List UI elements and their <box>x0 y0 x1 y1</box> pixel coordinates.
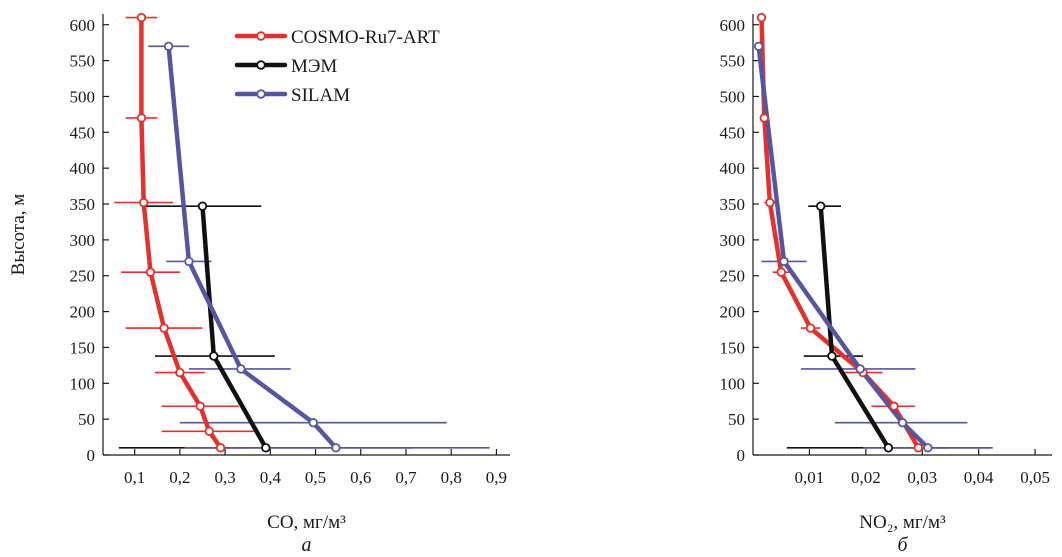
data-point-silam-1-0 <box>923 443 933 453</box>
panel-label-0: а <box>302 534 312 556</box>
data-point-mem-0-2 <box>197 201 208 211</box>
x-tick-label: 0,03 <box>907 468 937 487</box>
y-tick-label: 350 <box>720 195 746 214</box>
x-tick-label: 0,2 <box>169 468 190 487</box>
legend-marker-cosmo <box>256 31 266 41</box>
legend-label-cosmo: COSMO-Ru7-ART <box>291 27 440 48</box>
data-point-cosmo-0-3 <box>175 367 185 378</box>
y-tick-label: 450 <box>70 123 96 142</box>
data-point-mem-0-0 <box>261 443 271 453</box>
legend-marker-mem <box>256 60 266 70</box>
y-tick-label: 550 <box>70 52 96 71</box>
y-axis-title-0: Высота, м <box>8 194 29 276</box>
data-point-cosmo-1-7 <box>756 12 767 23</box>
y-tick-label: 0 <box>737 446 746 465</box>
y-tick-label: 450 <box>720 123 746 142</box>
x-tick-label: 0,01 <box>795 468 825 487</box>
x-tick-label: 0,05 <box>1020 468 1050 487</box>
data-point-silam-1-2 <box>855 364 865 374</box>
data-point-silam-0-0 <box>331 443 341 453</box>
data-point-silam-1-1 <box>897 418 908 428</box>
y-tick-label: 100 <box>70 374 96 393</box>
data-point-cosmo-0-1 <box>204 426 214 437</box>
y-tick-label: 50 <box>728 410 745 429</box>
x-tick-label: 0,9 <box>486 468 507 487</box>
x-tick-label: 0,5 <box>305 468 326 487</box>
legend-label-silam: SILAM <box>291 85 350 106</box>
series-line-mem-0 <box>200 203 269 451</box>
y-tick-label: 250 <box>70 267 96 286</box>
x-tick-label: 0,02 <box>851 468 881 487</box>
data-point-cosmo-0-2 <box>195 401 205 411</box>
y-tick-label: 350 <box>70 195 96 214</box>
series-line-cosmo-1 <box>759 15 921 451</box>
data-point-cosmo-0-6 <box>138 197 149 208</box>
data-point-mem-1-0 <box>883 443 894 453</box>
data-point-cosmo-0-0 <box>215 443 226 453</box>
y-tick-label: 150 <box>720 338 746 357</box>
x-axis-title-0: CO, мг/м³ <box>267 512 346 533</box>
y-tick-label: 550 <box>720 52 746 71</box>
y-tick-label: 400 <box>70 159 96 178</box>
data-point-silam-1-3 <box>779 256 789 267</box>
y-tick-label: 400 <box>720 159 746 178</box>
data-point-cosmo-0-5 <box>145 267 156 277</box>
y-tick-label: 100 <box>720 374 746 393</box>
x-tick-label: 0,6 <box>350 468 371 487</box>
y-tick-label: 250 <box>720 267 746 286</box>
series-line-cosmo-0 <box>139 15 223 451</box>
y-tick-label: 200 <box>720 303 746 322</box>
y-tick-label: 0 <box>87 446 96 465</box>
y-tick-label: 150 <box>70 338 96 357</box>
x-axis-title-1: NO₂, мг/м³ <box>859 512 946 533</box>
data-point-cosmo-0-4 <box>159 323 169 333</box>
data-point-silam-0-4 <box>163 41 174 51</box>
y-tick-label: 600 <box>70 16 96 35</box>
y-tick-label: 50 <box>78 410 95 429</box>
data-point-mem-1-2 <box>815 201 826 211</box>
data-point-silam-0-3 <box>184 256 194 267</box>
data-point-cosmo-0-8 <box>136 12 147 23</box>
data-point-silam-1-4 <box>753 41 764 51</box>
series-line-silam-0 <box>166 44 339 451</box>
y-tick-label: 500 <box>720 87 746 106</box>
data-point-mem-0-1 <box>209 351 219 361</box>
y-tick-label: 200 <box>70 303 96 322</box>
x-tick-label: 0,7 <box>395 468 417 487</box>
data-point-silam-0-1 <box>308 418 318 428</box>
data-point-cosmo-1-4 <box>776 267 786 277</box>
data-point-cosmo-1-3 <box>805 323 816 333</box>
x-tick-label: 0,3 <box>214 468 235 487</box>
series-line-silam-1 <box>756 44 931 451</box>
y-tick-label: 500 <box>70 87 96 106</box>
x-tick-label: 0,04 <box>964 468 994 487</box>
data-point-cosmo-1-1 <box>889 401 899 411</box>
x-tick-label: 0,8 <box>441 468 462 487</box>
y-tick-label: 300 <box>720 231 746 250</box>
data-point-cosmo-0-7 <box>136 113 147 123</box>
data-point-cosmo-1-6 <box>759 113 769 123</box>
data-point-silam-0-2 <box>236 364 246 374</box>
panel-label-1: б <box>897 534 908 556</box>
legend-marker-silam <box>256 89 266 99</box>
legend-label-mem: МЭМ <box>291 56 337 77</box>
y-tick-label: 600 <box>720 16 746 35</box>
data-point-mem-1-1 <box>827 351 837 361</box>
data-point-cosmo-1-0 <box>913 443 923 453</box>
y-tick-label: 300 <box>70 231 96 250</box>
data-point-cosmo-1-5 <box>765 197 775 208</box>
x-tick-label: 0,1 <box>124 468 145 487</box>
x-tick-label: 0,4 <box>260 468 282 487</box>
